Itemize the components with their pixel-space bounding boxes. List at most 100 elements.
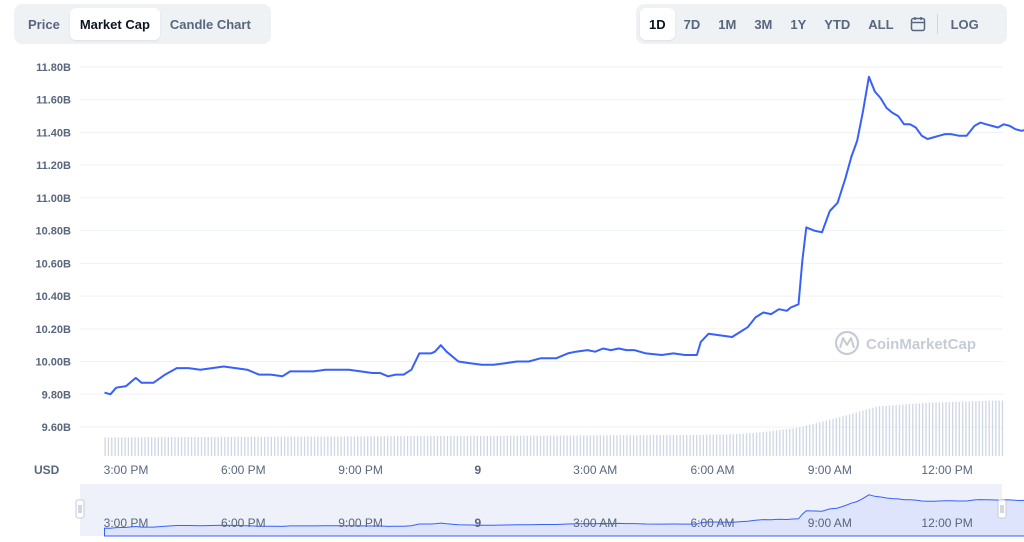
volume-bar — [616, 435, 618, 456]
volume-bar — [367, 436, 369, 456]
volume-bar — [490, 435, 492, 456]
volume-bar — [629, 435, 631, 456]
volume-bar — [197, 437, 199, 456]
volume-bar — [815, 423, 818, 456]
range-1d-button[interactable]: 1D — [640, 8, 675, 40]
y-tick-label: 9.80B — [42, 389, 71, 401]
volume-bar — [257, 436, 259, 456]
volume-bar — [636, 435, 638, 456]
volume-bar — [300, 436, 302, 456]
range-1y-button[interactable]: 1Y — [790, 16, 807, 32]
volume-bar — [330, 436, 332, 456]
volume-bar — [247, 436, 249, 456]
volume-bar — [363, 436, 366, 456]
volume-bar — [995, 400, 997, 456]
navigator-series — [104, 494, 1024, 537]
volume-bar — [260, 436, 262, 456]
y-tick-label: 11.20B — [36, 160, 71, 172]
volume-bar — [712, 434, 714, 456]
volume-bar — [968, 401, 970, 456]
volume-bar — [214, 436, 216, 456]
volume-bar — [978, 401, 980, 456]
volume-bar — [609, 435, 611, 456]
volume-bar — [792, 428, 794, 456]
volume-bar — [755, 432, 758, 456]
volume-bar — [400, 436, 402, 456]
volume-bar — [220, 436, 223, 456]
volume-bar — [842, 416, 844, 456]
volume-bar — [340, 436, 342, 456]
volume-bar — [453, 435, 455, 456]
volume-bar — [466, 435, 469, 456]
y-tick-label: 10.60B — [36, 258, 72, 270]
volume-bar — [991, 400, 994, 456]
grid-lines — [80, 66, 1003, 428]
volume-bar — [662, 435, 665, 456]
volume-bar — [885, 405, 887, 456]
volume-bar — [898, 404, 901, 456]
watermark-text: CoinMarketCap — [866, 336, 976, 353]
volume-bar — [593, 435, 595, 456]
toolbar-divider — [936, 14, 938, 34]
calendar-icon[interactable] — [903, 8, 933, 40]
volume-bar — [652, 435, 655, 456]
navigator-tick-label: 3:00 AM — [573, 516, 617, 530]
volume-bar — [290, 436, 292, 456]
volume-bar — [267, 436, 269, 456]
volume-bar — [224, 436, 226, 456]
volume-bar — [353, 436, 356, 456]
volume-bar — [549, 435, 552, 456]
coinmarketcap-logo-icon — [834, 330, 860, 356]
volume-bar — [951, 401, 954, 456]
volume-bar — [922, 403, 924, 456]
volume-bar — [167, 437, 169, 456]
range-ytd-button[interactable]: YTD — [824, 16, 851, 32]
volume-bar — [819, 422, 821, 456]
volume-bar — [868, 408, 871, 456]
volume-bar — [519, 435, 522, 456]
navigator-left-handle[interactable] — [75, 499, 85, 519]
volume-bar — [626, 435, 628, 456]
y-axis-labels: 9.60B 9.80B 10.00B 10.20B 10.40B 10.60B 10.80B… — [36, 62, 72, 434]
volume-bar — [749, 433, 751, 456]
volume-bar — [865, 409, 867, 456]
volume-bar — [174, 437, 176, 456]
volume-bar — [702, 434, 705, 456]
tab-candle-chart[interactable]: Candle Chart — [169, 16, 251, 32]
watermark: CoinMarketCap — [834, 330, 976, 356]
volume-bar — [716, 434, 718, 456]
volume-bar — [965, 401, 967, 456]
volume-bar — [184, 437, 186, 456]
volume-bar — [107, 437, 110, 456]
log-scale-button[interactable]: LOG — [950, 16, 979, 32]
volume-bar — [377, 436, 379, 456]
range-1m-button[interactable]: 1M — [718, 16, 737, 32]
volume-bar — [154, 437, 156, 456]
volume-bar — [961, 401, 964, 456]
volume-bar — [157, 437, 159, 456]
volume-bar — [480, 435, 482, 456]
tab-market-cap[interactable]: Market Cap — [69, 8, 160, 40]
volume-bar — [264, 436, 266, 456]
volume-bar — [942, 402, 944, 456]
volume-bar — [190, 437, 193, 456]
volume-bar — [975, 401, 977, 456]
volume-bar — [632, 435, 635, 456]
volume-bar — [370, 436, 372, 456]
volume-bar — [200, 436, 203, 456]
navigator-right-handle[interactable] — [997, 499, 1007, 519]
range-7d-button[interactable]: 7D — [683, 16, 701, 32]
range-all-button[interactable]: ALL — [868, 16, 894, 32]
volume-bar — [386, 436, 389, 456]
volume-bar — [659, 435, 661, 456]
volume-bar — [293, 436, 296, 456]
navigator-tick-label: 6:00 AM — [690, 516, 734, 530]
tab-price[interactable]: Price — [28, 16, 60, 32]
volume-bar — [779, 429, 781, 456]
y-tick-label: 10.00B — [36, 357, 72, 369]
range-3m-button[interactable]: 3M — [754, 16, 773, 32]
volume-bar — [563, 435, 565, 456]
volume-bar — [440, 436, 442, 456]
volume-bar — [144, 437, 146, 456]
